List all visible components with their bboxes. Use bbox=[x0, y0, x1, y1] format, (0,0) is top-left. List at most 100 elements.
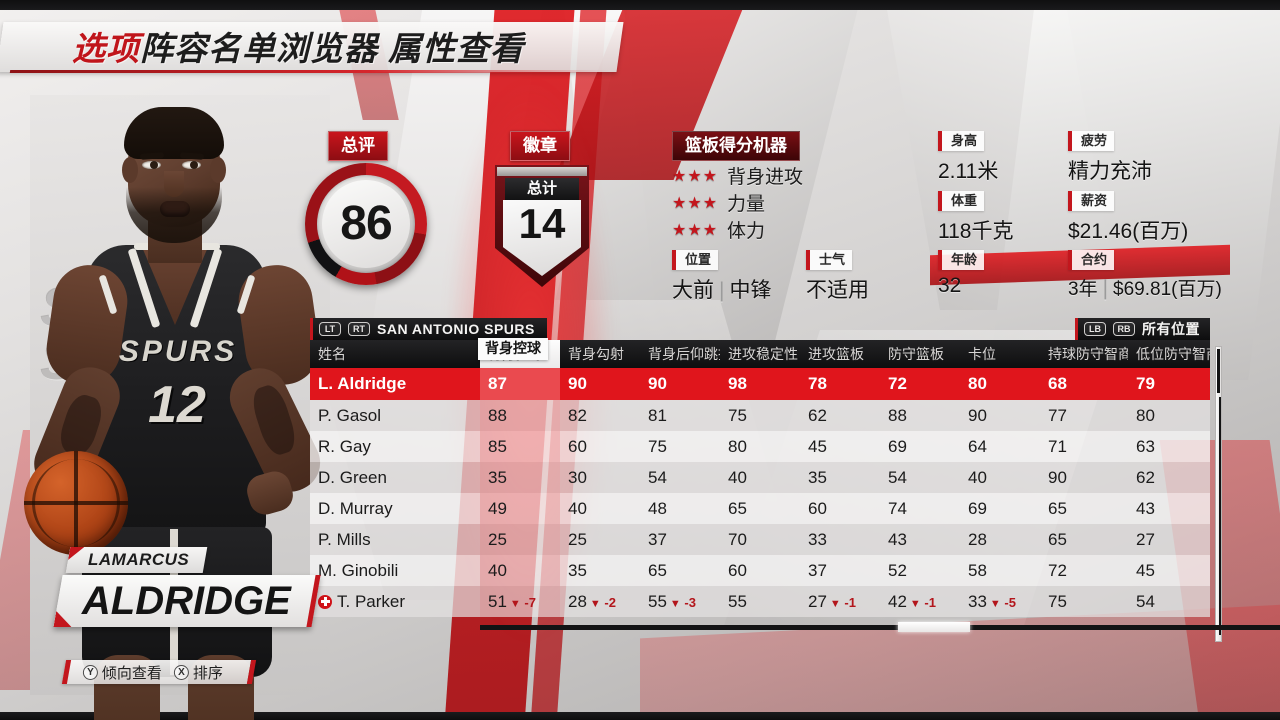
attribute-delta: ▼ -7 bbox=[509, 594, 536, 610]
footer-action-sort[interactable]: X 排序 bbox=[174, 662, 223, 683]
position-filter-label: 所有位置 bbox=[1142, 321, 1200, 337]
table-row[interactable]: P. Mills 25 25 37 70 33 43 28 65 27 bbox=[310, 524, 1210, 555]
arrow-down-icon: ▼ bbox=[589, 597, 601, 610]
horizontal-scrollbar[interactable] bbox=[480, 622, 1280, 632]
attribute-value: 90 bbox=[648, 374, 667, 393]
arrow-down-icon: ▼ bbox=[509, 597, 521, 610]
column-header-post-hook[interactable]: 背身勾射 bbox=[560, 340, 640, 368]
attribute-value: 33 bbox=[968, 591, 987, 611]
arrow-down-icon: ▼ bbox=[829, 597, 841, 610]
injury-icon bbox=[318, 594, 332, 609]
vital-position-value: 大前 | 中锋 bbox=[672, 279, 772, 302]
rb-button-icon[interactable]: RB bbox=[1113, 322, 1135, 336]
cell-attribute-value: 65 bbox=[720, 493, 800, 524]
column-header-name[interactable]: 姓名 bbox=[310, 340, 480, 368]
table-row[interactable]: M. Ginobili 40 35 65 60 37 52 58 72 45 bbox=[310, 555, 1210, 586]
rt-button-icon[interactable]: RT bbox=[348, 322, 370, 336]
attribute-value: 27 bbox=[808, 591, 827, 611]
table-row[interactable]: R. Gay 85 60 75 80 45 69 64 71 63 bbox=[310, 431, 1210, 462]
attribute-value: 30 bbox=[568, 467, 587, 487]
vital-fatigue-value: 精力充沛 bbox=[1068, 160, 1152, 183]
cell-attribute-value: 54 bbox=[1128, 586, 1210, 617]
table-row[interactable]: P. Gasol 88 82 81 75 62 88 90 77 80 bbox=[310, 400, 1210, 431]
column-header-perimeter-defense-iq[interactable]: 持球防守智商 bbox=[1040, 340, 1128, 368]
table-row[interactable]: D. Murray 49 40 48 65 60 74 69 65 43 bbox=[310, 493, 1210, 524]
column-header-boxout[interactable]: 卡位 bbox=[960, 340, 1040, 368]
table-row[interactable]: T. Parker 51 ▼ -7 28 ▼ -2 55 ▼ -3 55 27 ▼ -1 42 ▼ -… bbox=[310, 586, 1210, 617]
lt-button-icon[interactable]: LT bbox=[319, 322, 341, 336]
arrow-down-icon: ▼ bbox=[989, 597, 1001, 610]
vital-position: 位置 大前 | 中锋 bbox=[672, 250, 771, 304]
attribute-value: 43 bbox=[888, 529, 907, 549]
cell-attribute-value: 72 bbox=[880, 368, 960, 400]
vital-fatigue-label: 疲劳 bbox=[1068, 131, 1115, 151]
cell-attribute-value: 72 bbox=[1040, 555, 1128, 586]
footer-action-sort-label: 排序 bbox=[193, 664, 224, 682]
column-header-shot-consistency[interactable]: 进攻稳定性 bbox=[720, 340, 800, 368]
attribute-value: 75 bbox=[728, 405, 747, 425]
team-selector[interactable]: LT RT SAN ANTONIO SPURS bbox=[310, 318, 547, 340]
cell-attribute-value: 40 bbox=[960, 462, 1040, 493]
cell-attribute-value: 35 bbox=[560, 555, 640, 586]
vertical-scrollbar[interactable] bbox=[1215, 346, 1222, 642]
player-name-text: R. Gay bbox=[318, 436, 371, 456]
cell-attribute-value: 90 bbox=[960, 400, 1040, 431]
vertical-scrollbar-thumb[interactable] bbox=[1217, 349, 1220, 393]
roster-table: 姓名 背身控球 背身勾射 背身后仰跳投 进攻稳定性 进攻篮板 防守篮板 卡位 持… bbox=[310, 340, 1210, 617]
arrow-down-icon: ▼ bbox=[909, 597, 921, 610]
vital-height: 身高 2.11米 bbox=[938, 131, 998, 185]
attribute-value: 37 bbox=[808, 560, 827, 580]
y-button-icon[interactable]: Y bbox=[83, 664, 98, 680]
table-row[interactable]: L. Aldridge 87 90 90 98 78 72 80 68 79 bbox=[310, 368, 1210, 400]
cell-attribute-value: 49 bbox=[480, 493, 560, 524]
attribute-value: 85 bbox=[488, 436, 507, 456]
cell-attribute-value: 30 bbox=[560, 462, 640, 493]
vital-height-value: 2.11米 bbox=[938, 160, 999, 183]
attribute-value: 81 bbox=[648, 405, 667, 425]
badge-shield: 总计 14 bbox=[495, 165, 589, 287]
cell-attribute-value: 68 bbox=[1040, 368, 1128, 400]
attribute-value: 78 bbox=[808, 374, 827, 393]
attribute-value: 49 bbox=[488, 498, 507, 518]
attribute-value: 65 bbox=[728, 498, 747, 518]
column-header-offensive-rebound[interactable]: 进攻篮板 bbox=[800, 340, 880, 368]
cell-attribute-value: 75 bbox=[720, 400, 800, 431]
table-top-bar: LT RT SAN ANTONIO SPURS LB RB 所有位置 bbox=[310, 318, 1210, 340]
attribute-value: 88 bbox=[888, 405, 907, 425]
overall-rating-value: 86 bbox=[340, 197, 392, 250]
overall-rating-ring: 86 bbox=[305, 163, 427, 285]
cell-attribute-value: 80 bbox=[1128, 400, 1210, 431]
table-row[interactable]: D. Green 35 30 54 40 35 54 40 90 62 bbox=[310, 462, 1210, 493]
vital-morale-label: 士气 bbox=[806, 250, 853, 270]
attribute-value: 25 bbox=[488, 529, 507, 549]
attribute-value: 77 bbox=[1048, 405, 1067, 425]
cell-attribute-value: 28 bbox=[960, 524, 1040, 555]
column-header-interior-defense-iq[interactable]: 低位防守智商 bbox=[1128, 340, 1210, 368]
player-ear-left bbox=[122, 157, 138, 183]
attribute-value: 51 bbox=[488, 591, 507, 611]
overall-label: 总评 bbox=[328, 131, 388, 161]
cell-attribute-value: 82 bbox=[560, 400, 640, 431]
column-header-post-fade[interactable]: 背身后仰跳投 bbox=[640, 340, 720, 368]
attribute-value: 90 bbox=[1048, 467, 1067, 487]
vital-morale-value: 不适用 bbox=[806, 279, 869, 302]
position-filter[interactable]: LB RB 所有位置 bbox=[1075, 318, 1210, 340]
footer-action-tendency[interactable]: Y 倾向查看 bbox=[83, 662, 162, 683]
horizontal-scrollbar-thumb[interactable] bbox=[898, 622, 970, 632]
attribute-value: 62 bbox=[1136, 467, 1155, 487]
lb-button-icon[interactable]: LB bbox=[1084, 322, 1106, 336]
vital-salary-label: 薪资 bbox=[1068, 191, 1115, 211]
page-title-rest: 阵容名单浏览器 属性查看 bbox=[140, 30, 525, 67]
cell-attribute-value: 25 bbox=[480, 524, 560, 555]
attribute-value: 48 bbox=[648, 498, 667, 518]
column-header-defensive-rebound[interactable]: 防守篮板 bbox=[880, 340, 960, 368]
cell-attribute-value: 75 bbox=[1040, 586, 1128, 617]
attribute-value: 54 bbox=[888, 467, 907, 487]
player-hair bbox=[124, 107, 224, 159]
player-name-text: D. Murray bbox=[318, 498, 393, 518]
attribute-value: 35 bbox=[568, 560, 587, 580]
badge-total-label: 总计 bbox=[505, 178, 579, 200]
x-button-icon[interactable]: X bbox=[174, 664, 190, 680]
footer-action-tendency-label: 倾向查看 bbox=[102, 664, 163, 682]
horizontal-scrollbar-track bbox=[480, 625, 1280, 630]
